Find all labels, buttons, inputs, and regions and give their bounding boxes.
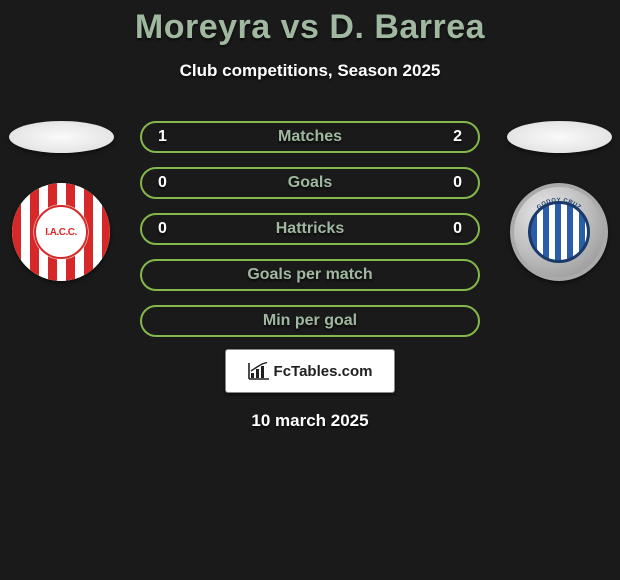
page-title: Moreyra vs D. Barrea (0, 0, 620, 47)
stat-label: Hattricks (276, 220, 344, 238)
comparison-panel: I.A.C.C. GODOY CRUZ MENDOZA 1 Matches 2 … (0, 121, 620, 431)
stat-right-value: 0 (453, 220, 462, 238)
chart-icon (248, 362, 270, 380)
stat-bar-matches: 1 Matches 2 (140, 121, 480, 153)
right-player-column: GODOY CRUZ MENDOZA (504, 121, 614, 281)
stat-label: Goals (288, 174, 332, 192)
stat-left-value: 1 (158, 128, 167, 146)
stat-bar-min-per-goal: Min per goal (140, 305, 480, 337)
brand-box: FcTables.com (225, 349, 395, 393)
left-club-badge: I.A.C.C. (12, 183, 110, 281)
stat-bar-goals-per-match: Goals per match (140, 259, 480, 291)
left-club-short: I.A.C.C. (34, 205, 88, 259)
stat-bars: 1 Matches 2 0 Goals 0 0 Hattricks 0 Goal… (140, 121, 480, 337)
right-player-avatar (507, 121, 612, 153)
right-club-badge: GODOY CRUZ MENDOZA (510, 183, 608, 281)
stat-label: Matches (278, 128, 342, 146)
stat-right-value: 0 (453, 174, 462, 192)
stat-bar-hattricks: 0 Hattricks 0 (140, 213, 480, 245)
brand-text: FcTables.com (274, 363, 373, 380)
stat-left-value: 0 (158, 220, 167, 238)
stat-right-value: 2 (453, 128, 462, 146)
left-player-avatar (9, 121, 114, 153)
left-player-column: I.A.C.C. (6, 121, 116, 281)
stat-left-value: 0 (158, 174, 167, 192)
stat-bar-goals: 0 Goals 0 (140, 167, 480, 199)
subtitle: Club competitions, Season 2025 (0, 61, 620, 81)
stat-label: Goals per match (247, 266, 372, 284)
stat-label: Min per goal (263, 312, 357, 330)
date-text: 10 march 2025 (0, 411, 620, 431)
